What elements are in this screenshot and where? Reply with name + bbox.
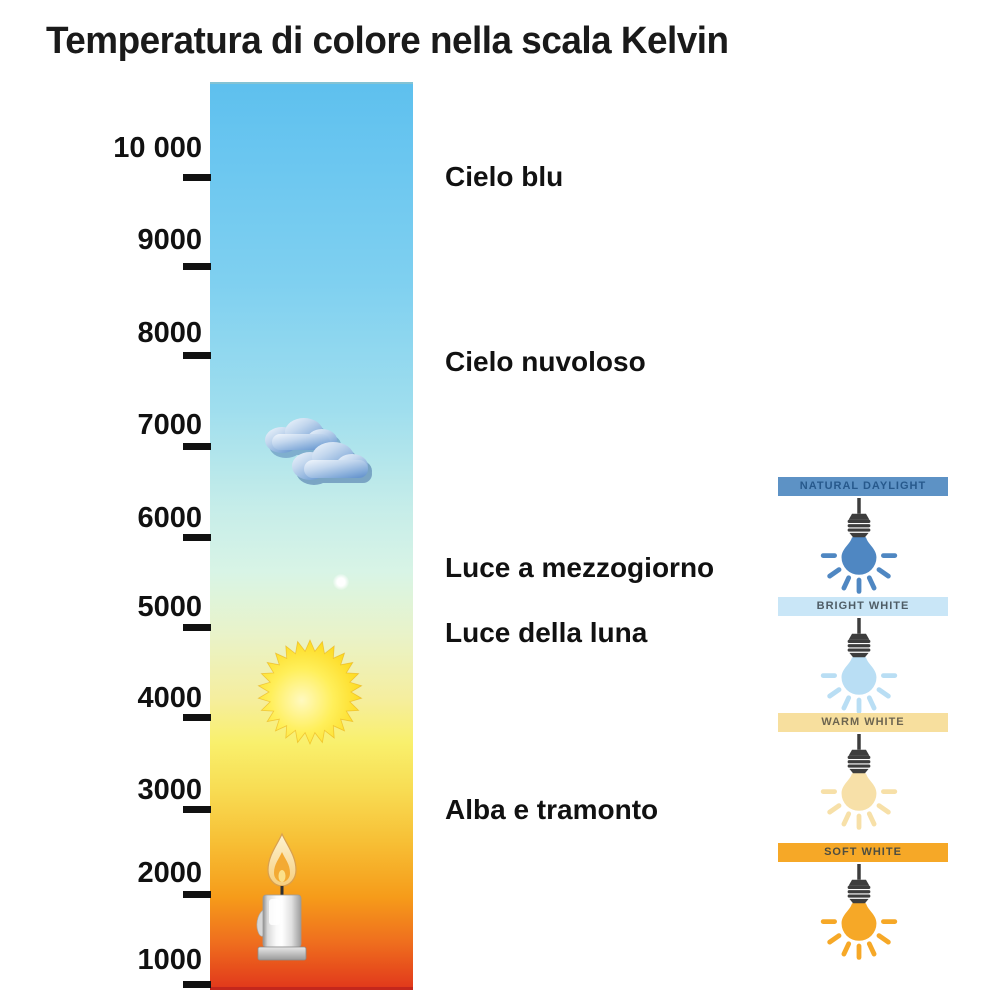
scale-tick-mark xyxy=(183,352,211,359)
light-bulb-icon xyxy=(820,864,898,960)
scale-value-label: 3000 xyxy=(137,774,202,806)
annotation-label: Cielo nuvoloso xyxy=(445,346,646,377)
scale-tick-mark xyxy=(183,891,211,898)
bulb-banner: BRIGHT WHITE xyxy=(778,597,948,616)
scale-value-label: 9000 xyxy=(137,224,202,256)
scale-tick-mark xyxy=(183,443,211,450)
bulb-banner: NATURAL DAYLIGHT xyxy=(778,477,948,496)
page-title: Temperatura di colore nella scala Kelvin xyxy=(46,20,729,62)
bulb-banner: SOFT WHITE xyxy=(778,843,948,862)
candle-icon xyxy=(256,832,307,961)
clouds-icon xyxy=(265,418,372,485)
scale-tick-mark xyxy=(183,534,211,541)
scale-value-label: 2000 xyxy=(137,857,202,889)
bulb-group: WARM WHITE xyxy=(778,713,948,830)
scale-value-label: 8000 xyxy=(137,317,202,349)
scale-tick-mark xyxy=(183,174,211,181)
scale-tick-mark xyxy=(183,263,211,270)
scale-tick-mark xyxy=(183,624,211,631)
light-bulb-icon xyxy=(820,498,898,594)
scale-value-label: 10 000 xyxy=(113,132,202,164)
bulb-group: BRIGHT WHITE xyxy=(778,597,948,714)
bulb-banner-label: BRIGHT WHITE xyxy=(816,600,910,612)
bulb-banner: WARM WHITE xyxy=(778,713,948,732)
bulb-banner-label: NATURAL DAYLIGHT xyxy=(799,480,927,492)
scale-value-label: 4000 xyxy=(137,682,202,714)
scale-tick-mark xyxy=(183,806,211,813)
scale-value-label: 1000 xyxy=(137,944,202,976)
light-bulb-icon xyxy=(820,734,898,830)
kelvin-gradient-bar xyxy=(210,82,413,990)
annotation-label: Cielo blu xyxy=(445,161,564,192)
moon-icon xyxy=(333,574,349,590)
bulb-banner-label: WARM WHITE xyxy=(821,716,905,728)
sun-icon xyxy=(257,638,363,746)
bulb-banner-label: SOFT WHITE xyxy=(824,846,902,858)
light-bulb-icon xyxy=(820,618,898,714)
annotation-label: Luce della luna xyxy=(445,617,648,648)
scale-tick-mark xyxy=(183,981,211,988)
scale-value-label: 5000 xyxy=(137,591,202,623)
scale-tick-mark xyxy=(183,714,211,721)
annotation-label: Luce a mezzogiorno xyxy=(445,552,715,583)
scale-value-label: 7000 xyxy=(137,409,202,441)
annotation-label: Alba e tramonto xyxy=(445,794,659,825)
bulb-group: NATURAL DAYLIGHT xyxy=(778,477,948,594)
scale-value-label: 6000 xyxy=(137,502,202,534)
bulb-group: SOFT WHITE xyxy=(778,843,948,960)
